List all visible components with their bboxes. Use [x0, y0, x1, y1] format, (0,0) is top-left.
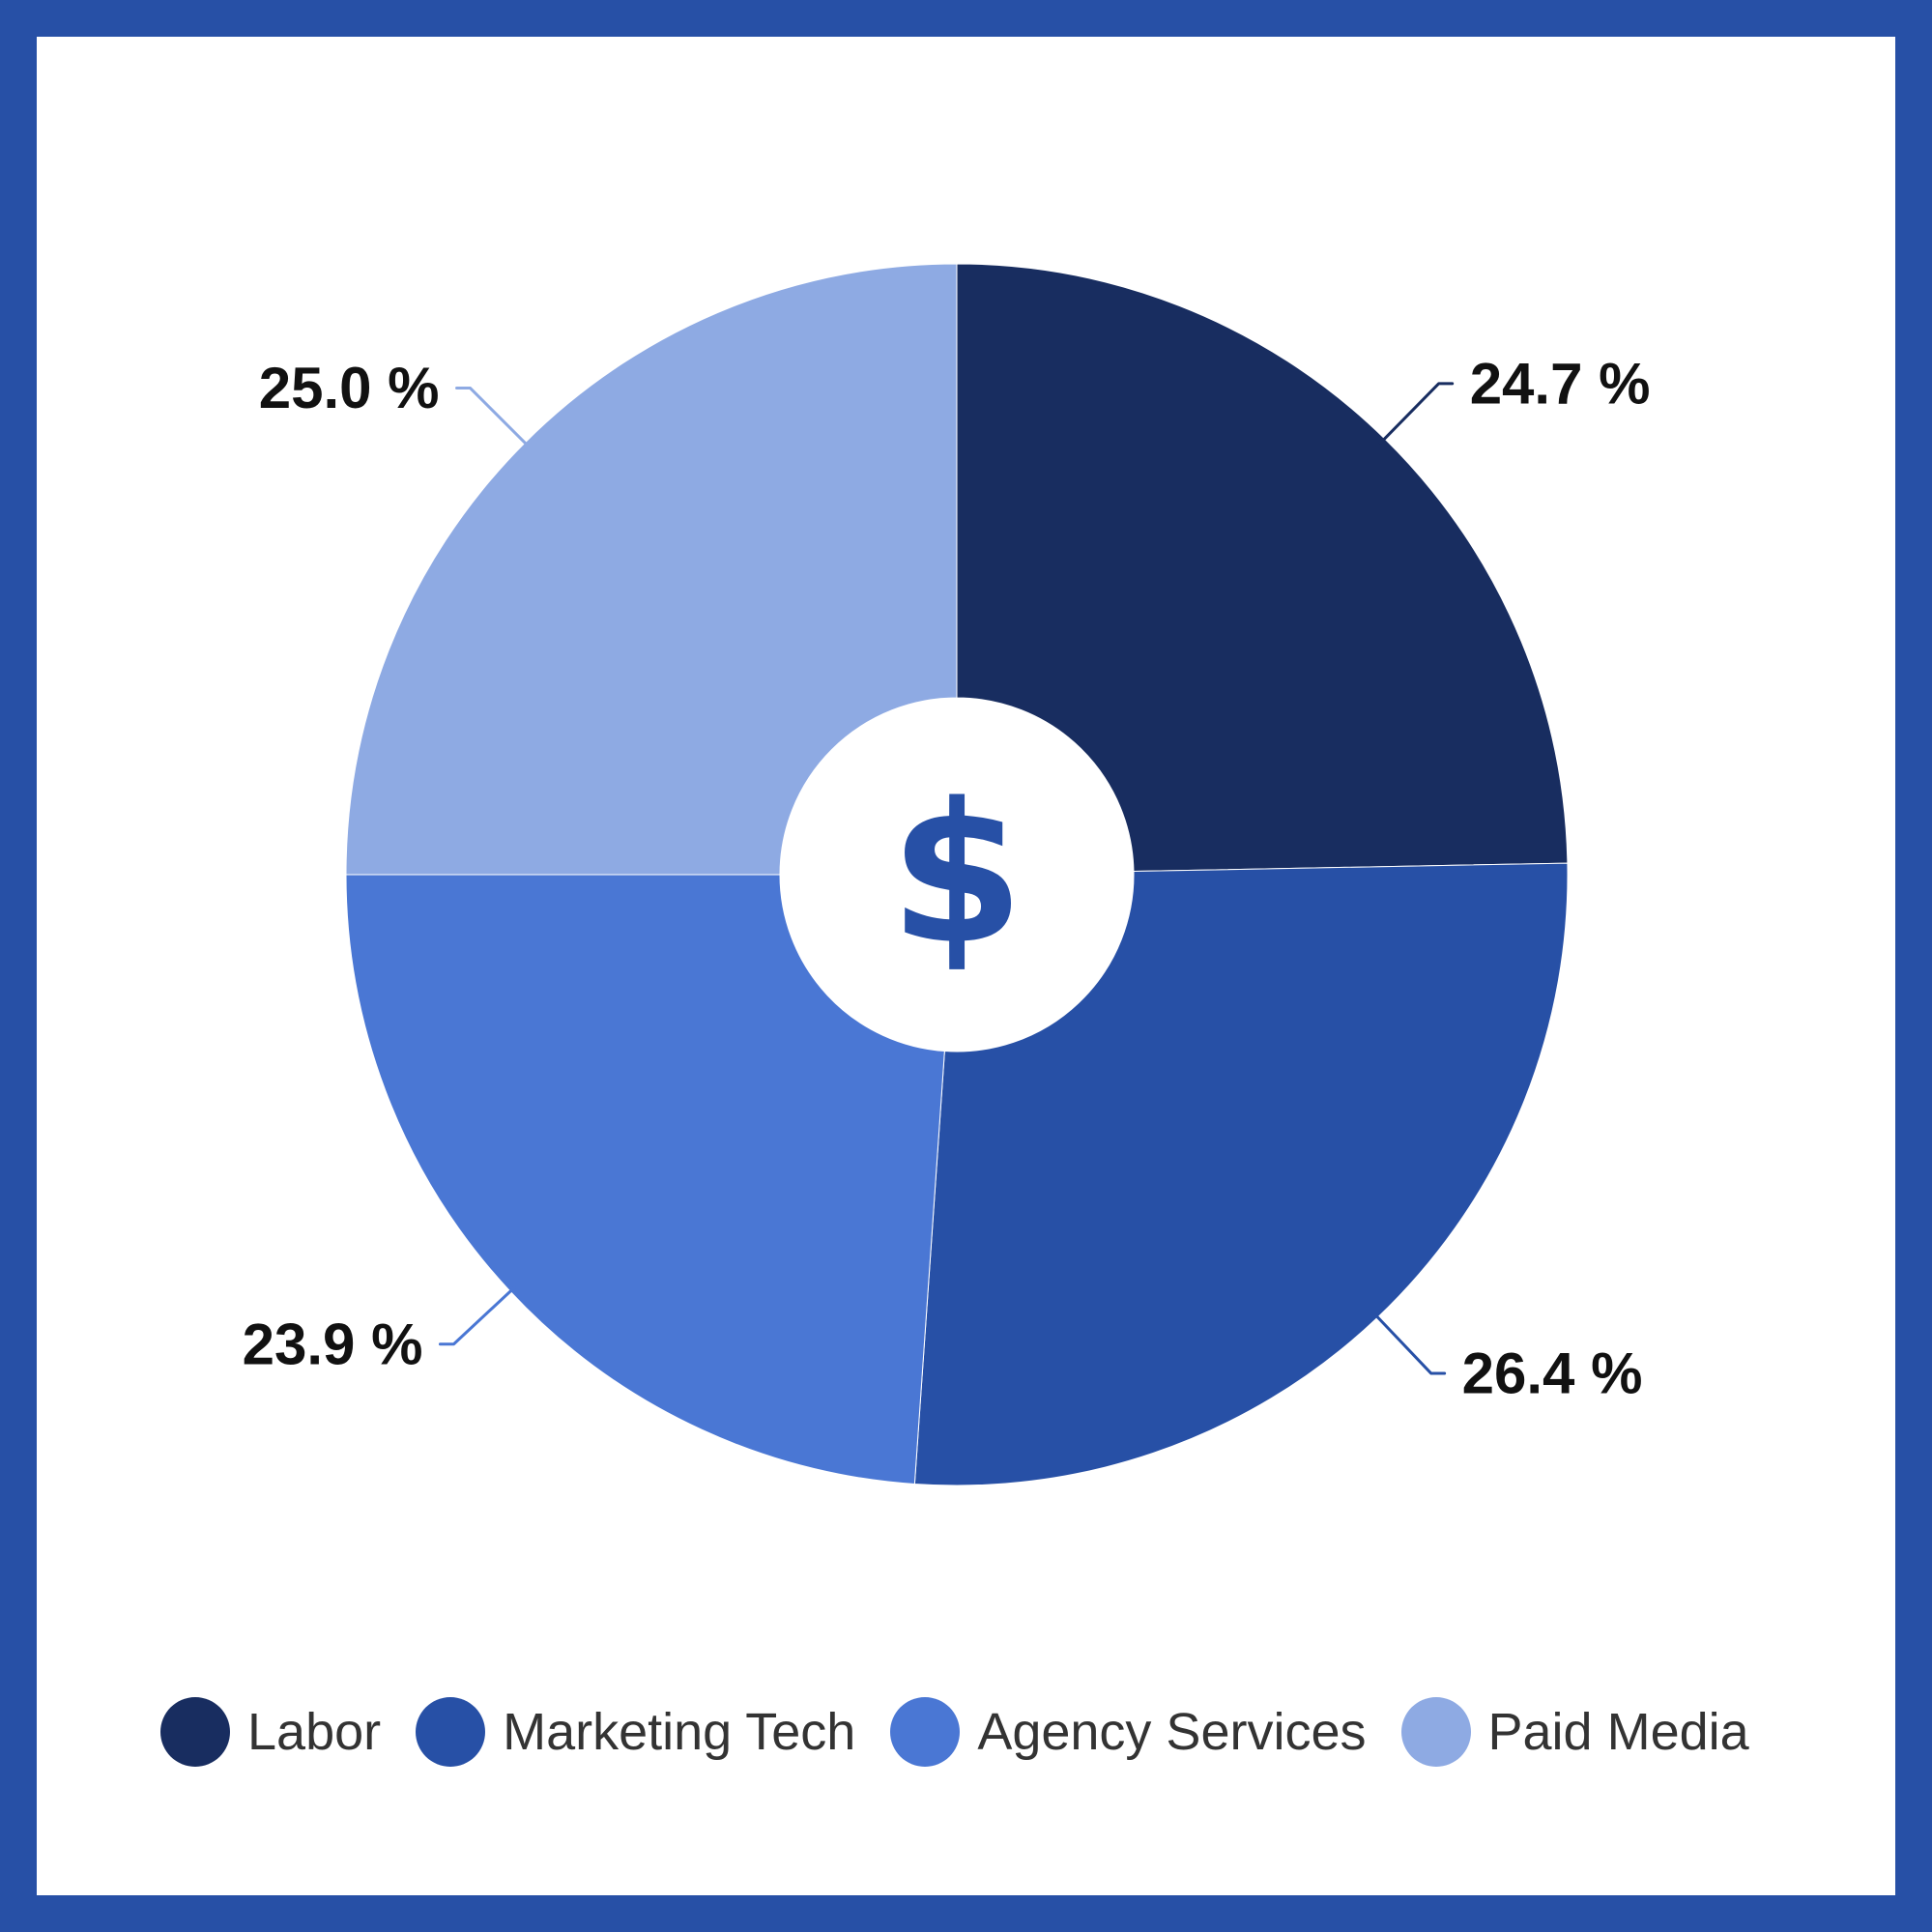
data-labels-layer: 24.7 % 26.4 % 23.9 % 25.0 % — [243, 351, 1651, 1405]
legend-label-paid-media: Paid Media — [1487, 1703, 1749, 1761]
slices-layer — [345, 263, 1569, 1486]
donut-chart: 24.7 % 26.4 % 23.9 % 25.0 % $ — [243, 263, 1651, 1486]
chart-frame: 24.7 % 26.4 % 23.9 % 25.0 % $ Labor Marketi… — [37, 37, 1895, 1895]
legend-swatch-marketing-tech — [416, 1697, 486, 1767]
dollar-sign-icon: $ — [889, 763, 1024, 988]
leader-line-agency-services — [438, 1285, 516, 1346]
leader-line-paid-media — [455, 387, 531, 448]
legend: Labor Marketing Tech Agency Services Pai… — [160, 1697, 1784, 1767]
legend-item-agency-services: Agency Services — [890, 1697, 1367, 1767]
legend-swatch-agency-services — [890, 1697, 961, 1767]
legend-label-labor: Labor — [247, 1703, 382, 1761]
legend-swatch-paid-media — [1400, 1697, 1471, 1767]
legend-item-marketing-tech: Marketing Tech — [416, 1697, 855, 1767]
data-label-marketing-tech: 26.4 % — [1462, 1341, 1643, 1405]
leader-line-labor — [1378, 382, 1455, 445]
donut-hole — [780, 698, 1134, 1052]
legend-swatch-labor — [160, 1697, 230, 1767]
legend-item-labor: Labor — [160, 1697, 381, 1767]
leader-line-marketing-tech — [1371, 1312, 1447, 1375]
data-label-agency-services: 23.9 % — [243, 1312, 423, 1376]
data-label-labor: 24.7 % — [1470, 351, 1651, 416]
legend-label-marketing-tech: Marketing Tech — [503, 1703, 856, 1761]
legend-item-paid-media: Paid Media — [1400, 1697, 1749, 1767]
data-label-paid-media: 25.0 % — [259, 356, 440, 420]
leader-lines-layer — [438, 382, 1455, 1375]
legend-label-agency-services: Agency Services — [977, 1703, 1367, 1761]
